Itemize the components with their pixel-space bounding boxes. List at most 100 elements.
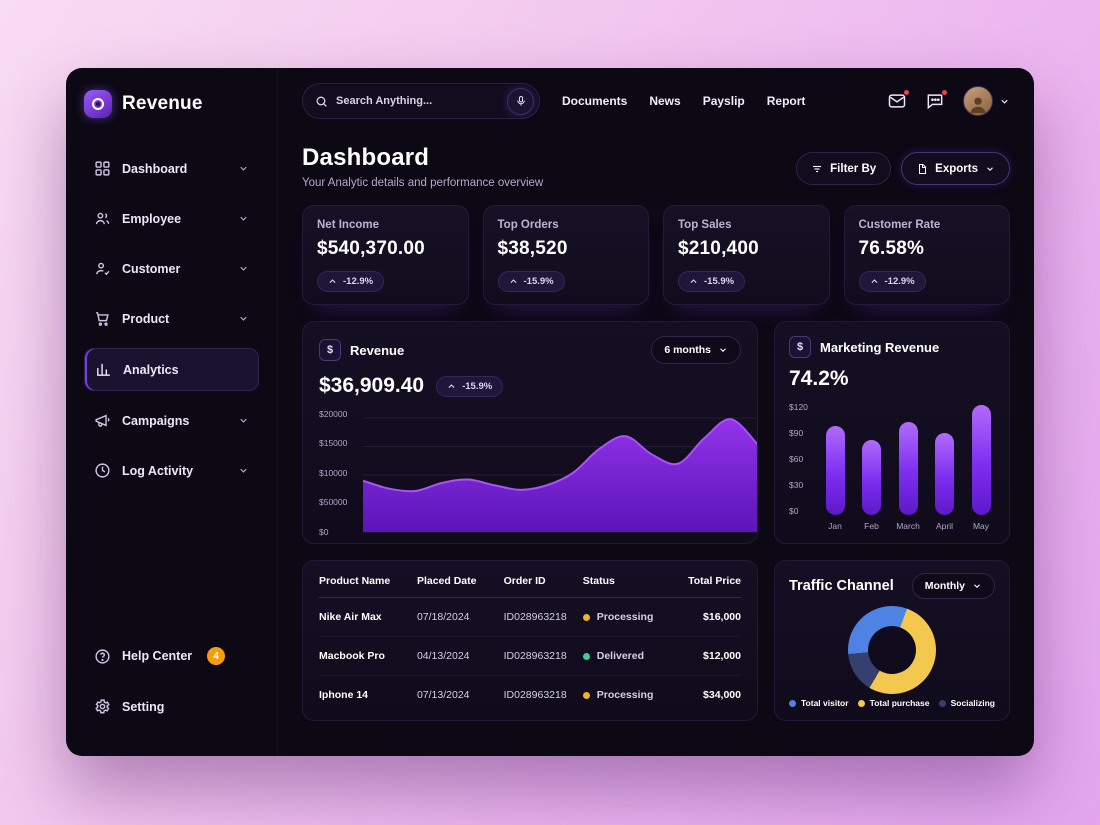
page-subtitle: Your Analytic details and performance ov… <box>302 177 544 189</box>
exports-label: Exports <box>935 162 978 175</box>
traffic-period-select[interactable]: Monthly <box>911 573 995 599</box>
sidebar-item-label: Setting <box>122 699 165 714</box>
main-area: Documents News Payslip Report <box>278 68 1034 756</box>
bar <box>935 432 954 515</box>
stat-delta-value: -15.9% <box>523 276 554 287</box>
bar <box>898 421 918 515</box>
sidebar-item-label: Dashboard <box>122 161 188 176</box>
sidebar-item-dashboard[interactable]: Dashboard <box>84 148 259 189</box>
sidebar-item-analytics[interactable]: Analytics <box>84 348 259 391</box>
nav-link-news[interactable]: News <box>649 94 681 108</box>
stat-value: $38,520 <box>497 238 568 259</box>
cart-icon <box>96 312 109 326</box>
app-title: Revenue <box>122 93 203 114</box>
sidebar-item-label: Analytics <box>123 362 179 377</box>
mail-button[interactable] <box>887 89 910 111</box>
revenue-card-title: Revenue <box>350 342 405 358</box>
cell-status: Processing <box>582 598 677 636</box>
nav-link-report[interactable]: Report <box>766 94 806 108</box>
search-icon <box>316 96 327 107</box>
revenue-chart-card: $ Revenue 6 months $36,909.40 -15.9% <box>302 321 758 544</box>
x-tick-label: March <box>896 521 920 531</box>
table-row[interactable]: Macbook Pro 04/13/2024 ID028963218 Deliv… <box>319 637 741 676</box>
header-actions: Filter By Exports <box>796 144 1010 185</box>
revenue-area-chart: $20000 $15000 $10000 $50000 $0 <box>319 409 757 538</box>
person-icon <box>970 97 986 114</box>
grid-icon <box>95 161 110 176</box>
exports-button[interactable]: Exports <box>901 152 1010 185</box>
nav-link-payslip[interactable]: Payslip <box>702 94 745 108</box>
sidebar-item-customer[interactable]: Customer <box>84 248 259 289</box>
caret-up-icon <box>509 279 517 284</box>
marketing-revenue-card: $ Marketing Revenue 74.2% $120 $90 $60 $30 $… <box>774 321 1010 544</box>
search-bar <box>302 83 540 119</box>
file-icon <box>919 163 927 174</box>
caret-up-icon <box>690 279 697 284</box>
filter-by-button[interactable]: Filter By <box>796 152 892 185</box>
chevron-down-icon <box>974 584 980 589</box>
legend-dot <box>938 699 946 707</box>
profile-menu[interactable] <box>963 86 1010 116</box>
sidebar-item-campaigns[interactable]: Campaigns <box>84 400 259 441</box>
chevron-down-icon <box>1001 99 1008 104</box>
help-icon <box>95 648 110 664</box>
sidebar-item-employee[interactable]: Employee <box>84 198 259 239</box>
nav-link-documents[interactable]: Documents <box>562 94 628 108</box>
area-chart-svg <box>363 417 757 533</box>
table-header-row: Product Name Placed Date Order ID Status… <box>319 563 741 598</box>
sidebar-item-label: Employee <box>122 211 182 226</box>
x-tick-label: Jan <box>828 521 842 531</box>
caret-up-icon <box>329 279 336 284</box>
y-tick-label: $15000 <box>319 438 348 449</box>
analytics-icon <box>97 363 110 376</box>
status-dot <box>582 613 590 621</box>
status-text: Delivered <box>596 650 645 662</box>
traffic-channel-card: Traffic Channel Monthly <box>774 560 1010 721</box>
revenue-period-select[interactable]: 6 months <box>651 336 741 364</box>
status-text: Processing <box>596 611 654 623</box>
y-tick-label: $20000 <box>319 409 348 419</box>
search-input[interactable] <box>336 95 499 107</box>
chevron-down-icon <box>240 166 247 171</box>
messages-button[interactable] <box>925 89 948 111</box>
table-row[interactable]: Iphone 14 07/13/2024 ID028963218 Process… <box>319 676 741 714</box>
donut-hole <box>868 625 916 674</box>
sidebar-item-help-center[interactable]: Help Center 4 <box>84 635 259 677</box>
cell-order-id: ID028963218 <box>503 689 567 701</box>
sidebar-item-setting[interactable]: Setting <box>84 686 259 727</box>
dollar-icon: $ <box>789 336 811 358</box>
mail-notification-dot <box>903 89 910 96</box>
cell-price: $16,000 <box>703 611 741 623</box>
cell-price: $34,000 <box>703 689 741 701</box>
cell-date: 07/13/2024 <box>416 689 470 701</box>
app-window: Revenue Dashboard Employee Customer Prod… <box>66 68 1034 756</box>
x-tick-label: May <box>972 521 990 531</box>
legend-dot <box>857 699 865 707</box>
gear-icon <box>95 699 110 714</box>
microphone-icon <box>516 96 525 106</box>
stat-card-top-orders: Top Orders $38,520 -15.9% <box>482 205 649 305</box>
help-center-badge: 4 <box>207 647 226 665</box>
stat-card-customer-rate: Customer Rate 76.58% -12.9% <box>843 205 1010 305</box>
stat-delta-badge: -12.9% <box>317 271 385 292</box>
sidebar-item-product[interactable]: Product <box>84 298 259 339</box>
sidebar-nav: Dashboard Employee Customer Product Anal <box>84 148 259 500</box>
stat-label: Top Orders <box>497 219 559 231</box>
marketing-card-header: $ Marketing Revenue <box>789 336 995 358</box>
traffic-donut-zone <box>789 599 995 696</box>
traffic-legend: Total visitor Total purchase Socializing <box>789 696 995 710</box>
donut-chart <box>848 605 936 694</box>
stat-delta-value: -12.9% <box>884 276 915 287</box>
sidebar-item-log-activity[interactable]: Log Activity <box>84 450 259 491</box>
microphone-button[interactable] <box>507 87 534 115</box>
revenue-value-row: $36,909.40 -15.9% <box>319 374 757 398</box>
legend-item-total-visitor: Total visitor <box>789 698 849 708</box>
page-header: Dashboard Your Analytic details and perf… <box>302 144 1010 189</box>
cell-order-id: ID028963218 <box>503 611 567 623</box>
legend-item-total-purchase: Total purchase <box>857 698 929 708</box>
column-header-status: Status <box>582 575 615 587</box>
cell-product: Macbook Pro <box>319 650 385 662</box>
sidebar-item-label: Customer <box>122 261 181 276</box>
column-header-order-id: Order ID <box>503 575 546 587</box>
table-row[interactable]: Nike Air Max 07/18/2024 ID028963218 Proc… <box>319 598 741 637</box>
